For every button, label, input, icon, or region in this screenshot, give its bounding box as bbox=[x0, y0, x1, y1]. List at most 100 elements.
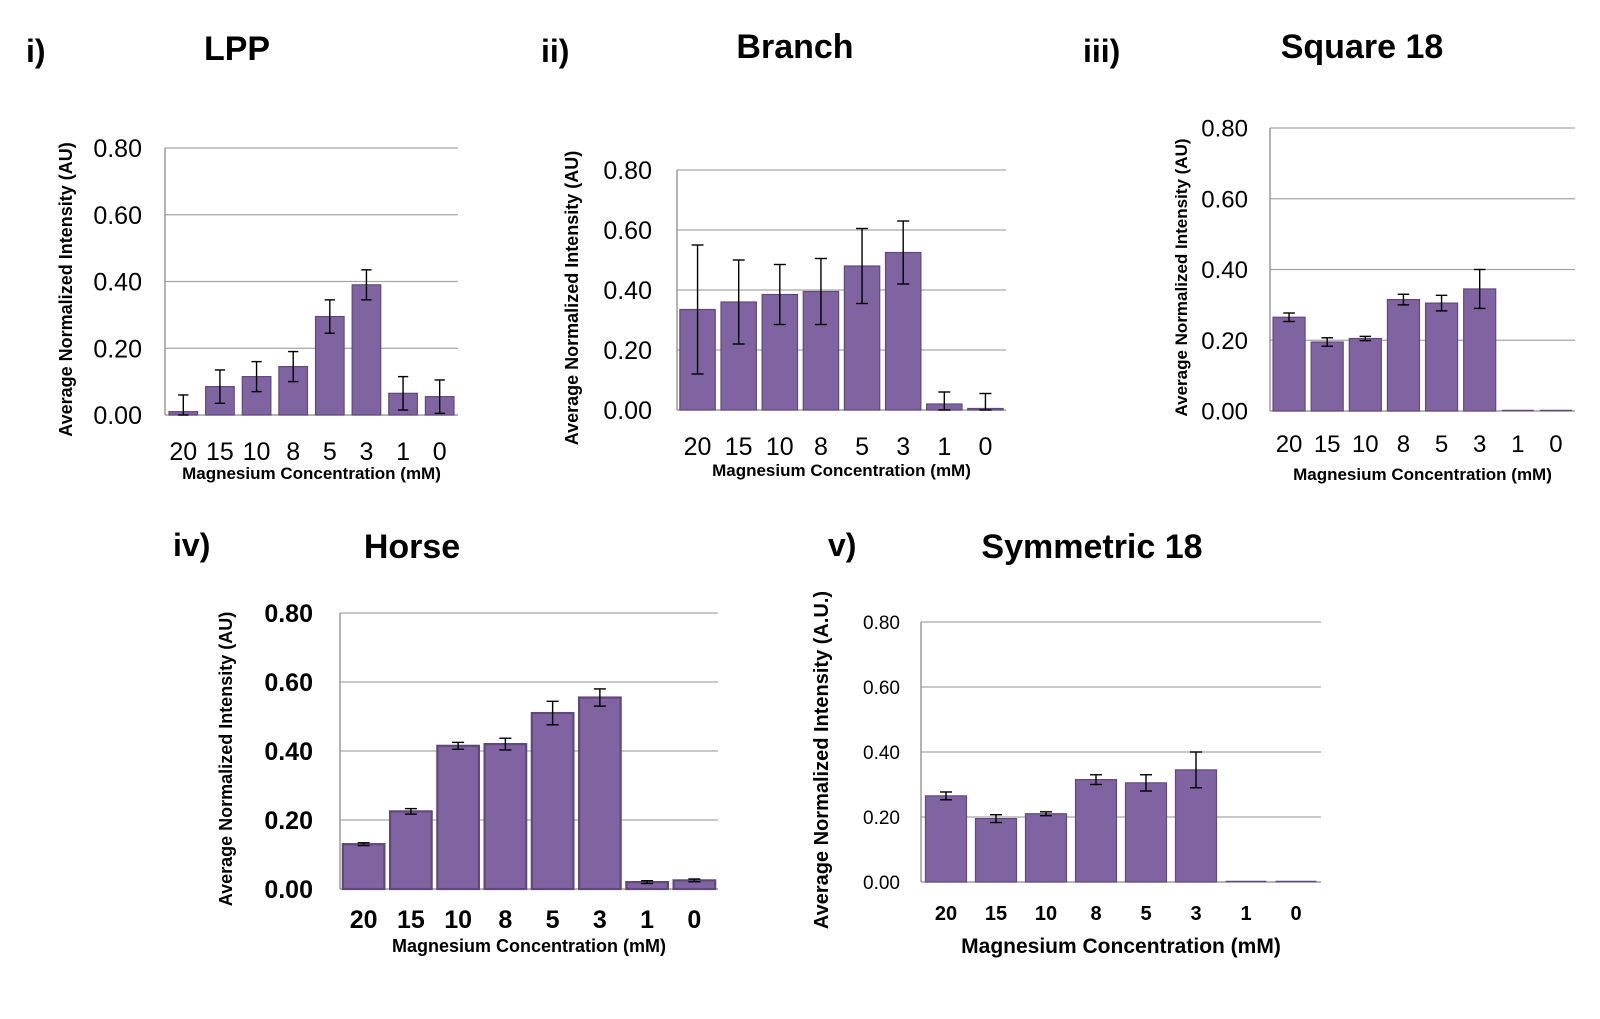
x-tick-label: 20 bbox=[684, 433, 712, 461]
error-bar bbox=[732, 259, 745, 345]
x-axis-label: Magnesium Concentration (mM) bbox=[712, 461, 971, 480]
error-bar bbox=[404, 807, 417, 815]
x-axis-label: Magnesium Concentration (mM) bbox=[961, 935, 1281, 958]
error-bar bbox=[688, 878, 701, 883]
x-axis-label: Magnesium Concentration (mM) bbox=[1293, 465, 1552, 484]
y-tick-label: 0.60 bbox=[863, 678, 900, 699]
y-axis-label: Average Normalized Intensity (AU) bbox=[1172, 138, 1191, 416]
bar bbox=[924, 795, 968, 883]
y-tick-label: 0.00 bbox=[264, 876, 313, 904]
bar bbox=[351, 284, 382, 416]
y-tick-label: 0.60 bbox=[603, 217, 652, 245]
y-axis-label: Average Normalized Intensity (AU) bbox=[562, 151, 582, 445]
y-tick-label: 0.00 bbox=[863, 873, 900, 894]
y-tick-label: 0.80 bbox=[93, 135, 142, 163]
chart-title: Symmetric 18 bbox=[981, 528, 1202, 566]
error-bar bbox=[814, 257, 827, 326]
x-tick-label: 15 bbox=[985, 903, 1007, 925]
y-tick-label: 0.20 bbox=[863, 808, 900, 829]
error-bar bbox=[691, 244, 704, 375]
bar bbox=[1310, 341, 1344, 412]
chart-title: Square 18 bbox=[1281, 28, 1444, 66]
x-tick-label: 1 bbox=[1240, 903, 1251, 925]
y-tick-label: 0.00 bbox=[603, 397, 652, 425]
y-tick-label: 0.40 bbox=[603, 277, 652, 305]
x-tick-label: 0 bbox=[687, 906, 701, 934]
error-bar bbox=[288, 350, 299, 383]
error-bar bbox=[938, 391, 951, 411]
bar bbox=[530, 711, 575, 891]
y-tick-label: 0.60 bbox=[93, 202, 142, 230]
bar bbox=[1463, 288, 1497, 412]
x-tick-label: 5 bbox=[546, 906, 560, 934]
y-tick-label: 0.20 bbox=[603, 337, 652, 365]
bar bbox=[341, 843, 386, 891]
x-tick-label: 15 bbox=[397, 906, 425, 934]
x-tick-label: 1 bbox=[640, 906, 654, 934]
error-bar bbox=[593, 688, 606, 707]
error-bar bbox=[434, 379, 445, 415]
x-tick-label: 10 bbox=[444, 906, 472, 934]
x-tick-label: 3 bbox=[593, 906, 607, 934]
y-tick-label: 0.80 bbox=[264, 600, 313, 628]
error-bar bbox=[897, 220, 910, 285]
error-bar bbox=[1435, 294, 1448, 312]
error-bar bbox=[940, 791, 952, 801]
x-tick-label: 8 bbox=[498, 906, 512, 934]
error-bar bbox=[499, 737, 512, 751]
panel-label: iii) bbox=[1083, 33, 1120, 69]
x-tick-label: 5 bbox=[1140, 903, 1151, 925]
error-bar bbox=[1190, 751, 1202, 789]
error-bar bbox=[397, 375, 409, 411]
x-tick-label: 8 bbox=[814, 433, 828, 461]
error-bar bbox=[324, 299, 335, 334]
y-tick-label: 0.80 bbox=[863, 613, 900, 634]
error-bar bbox=[452, 741, 465, 750]
x-tick-label: 10 bbox=[1035, 903, 1057, 925]
y-tick-label: 0.80 bbox=[603, 157, 652, 185]
panel-label: i) bbox=[26, 33, 46, 69]
y-tick-label: 0.60 bbox=[1201, 186, 1248, 213]
x-tick-label: 20 bbox=[169, 438, 197, 466]
x-tick-label: 3 bbox=[1473, 431, 1486, 458]
error-bar bbox=[357, 842, 370, 847]
x-axis-label: Magnesium Concentration (mM) bbox=[182, 464, 441, 483]
x-tick-label: 8 bbox=[1397, 431, 1410, 458]
y-axis-label: Average Normalized Intensity (A.U.) bbox=[811, 591, 833, 929]
bar bbox=[974, 818, 1018, 883]
x-tick-label: 0 bbox=[433, 438, 447, 466]
error-bar bbox=[1321, 337, 1333, 347]
y-tick-label: 0.40 bbox=[1201, 257, 1248, 284]
y-tick-label: 0.20 bbox=[1201, 328, 1248, 355]
x-tick-label: 10 bbox=[243, 438, 271, 466]
bar bbox=[483, 742, 528, 891]
error-bar bbox=[178, 394, 189, 416]
bar bbox=[388, 810, 433, 891]
y-axis-label: Average Normalized Intensity (AU) bbox=[216, 612, 236, 906]
error-bar bbox=[979, 392, 992, 411]
panel-label: v) bbox=[828, 527, 856, 563]
y-tick-label: 0.40 bbox=[863, 743, 900, 764]
x-tick-label: 20 bbox=[1276, 431, 1303, 458]
error-bar bbox=[251, 360, 262, 393]
chart-title: Branch bbox=[736, 28, 853, 66]
x-tick-label: 0 bbox=[978, 433, 992, 461]
error-bar bbox=[856, 227, 869, 305]
y-tick-label: 0.80 bbox=[1201, 116, 1248, 143]
x-tick-label: 20 bbox=[350, 906, 378, 934]
y-tick-label: 0.20 bbox=[264, 807, 313, 835]
y-axis-label: Average Normalized Intensity (AU) bbox=[56, 142, 76, 436]
error-bar bbox=[773, 263, 786, 326]
x-tick-label: 15 bbox=[725, 433, 753, 461]
y-tick-label: 0.40 bbox=[264, 738, 313, 766]
x-tick-label: 3 bbox=[1190, 903, 1201, 925]
x-tick-label: 8 bbox=[1090, 903, 1101, 925]
error-bar bbox=[641, 880, 654, 885]
x-tick-label: 3 bbox=[896, 433, 910, 461]
x-tick-label: 3 bbox=[359, 438, 373, 466]
x-axis-label: Magnesium Concentration (mM) bbox=[392, 936, 666, 956]
x-tick-label: 0 bbox=[1290, 903, 1301, 925]
